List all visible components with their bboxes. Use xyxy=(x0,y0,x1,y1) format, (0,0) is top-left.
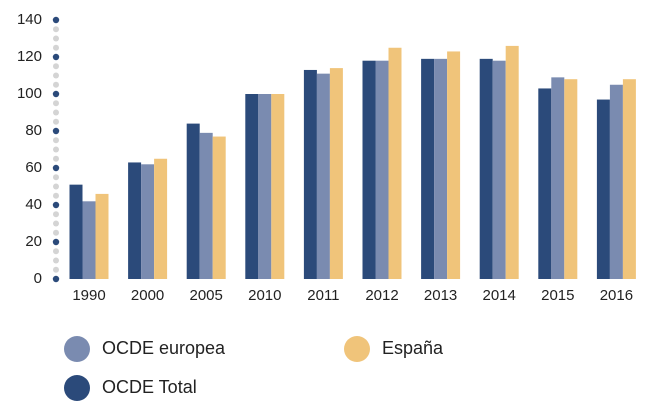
x-tick-label: 1990 xyxy=(72,287,105,304)
bar xyxy=(212,136,226,279)
x-tick-label: 2016 xyxy=(600,287,633,304)
bar xyxy=(199,132,213,279)
axis-dot xyxy=(53,118,59,125)
y-tick-mark xyxy=(52,201,60,209)
x-tick-label: 2013 xyxy=(424,287,457,304)
legend-label: OCDE europea xyxy=(102,338,226,358)
y-tick-mark xyxy=(52,164,60,172)
y-tick-mark xyxy=(52,127,60,135)
y-tick-mark xyxy=(52,275,60,283)
legend-swatch xyxy=(64,336,90,362)
y-tick-label: 60 xyxy=(25,159,42,176)
axis-dot xyxy=(53,183,59,190)
legend-label: España xyxy=(382,338,444,358)
legend-swatch xyxy=(64,375,90,401)
bar xyxy=(154,158,168,279)
x-tick-label: 2011 xyxy=(307,287,339,304)
axis-dot xyxy=(53,109,59,116)
bar xyxy=(271,94,285,279)
y-tick-mark xyxy=(52,238,60,246)
axis-dot xyxy=(53,146,59,153)
axis-dot xyxy=(53,100,59,107)
y-tick-mark xyxy=(52,16,60,24)
axis-dot xyxy=(53,229,59,236)
bar xyxy=(316,73,330,280)
bar xyxy=(362,60,376,280)
y-tick-label: 120 xyxy=(17,48,42,65)
bar xyxy=(128,162,142,279)
axis-dot xyxy=(53,257,59,264)
axis-dot xyxy=(53,192,59,199)
x-tick-label: 2010 xyxy=(248,287,281,304)
axis-dot xyxy=(53,72,59,79)
bar xyxy=(186,123,200,279)
bar xyxy=(564,79,578,279)
bar xyxy=(82,201,96,279)
bar xyxy=(505,45,519,280)
bar xyxy=(447,51,461,280)
bar xyxy=(551,77,565,279)
bar xyxy=(596,99,610,279)
axis-dot xyxy=(53,248,59,255)
y-tick-label: 0 xyxy=(34,270,42,287)
bar xyxy=(622,79,636,279)
x-tick-label: 2015 xyxy=(541,287,574,304)
y-tick-label: 140 xyxy=(17,11,42,28)
x-tick-label: 2000 xyxy=(131,287,164,304)
axis-dot xyxy=(53,220,59,227)
legend-label: OCDE Total xyxy=(102,377,197,397)
bar xyxy=(141,164,155,279)
x-tick-label: 2012 xyxy=(365,287,398,304)
axis-dot xyxy=(53,26,59,33)
y-tick-label: 100 xyxy=(17,85,42,102)
bar xyxy=(69,184,83,279)
axis-dot xyxy=(53,266,59,273)
bar xyxy=(375,60,389,280)
axis-dot xyxy=(53,155,59,162)
axis-dot xyxy=(53,137,59,144)
bar xyxy=(609,84,623,279)
axis-dot xyxy=(53,35,59,42)
bar xyxy=(245,94,259,279)
axis-dot xyxy=(53,174,59,181)
axis-dot xyxy=(53,63,59,70)
axis-dot xyxy=(53,81,59,88)
bar xyxy=(421,58,435,279)
x-tick-label: 2005 xyxy=(190,287,223,304)
bar xyxy=(303,69,317,279)
y-tick-mark xyxy=(52,90,60,98)
bar xyxy=(492,60,506,280)
bar xyxy=(95,193,109,279)
bar xyxy=(479,58,493,279)
bar xyxy=(258,94,272,279)
y-tick-label: 80 xyxy=(25,122,42,139)
bar xyxy=(538,88,552,279)
y-tick-label: 40 xyxy=(25,196,42,213)
bar xyxy=(388,47,402,279)
legend-swatch xyxy=(344,336,370,362)
x-tick-label: 2014 xyxy=(483,287,516,304)
y-tick-label: 20 xyxy=(25,233,42,250)
axis-dot xyxy=(53,44,59,51)
bar xyxy=(329,68,343,279)
y-tick-mark xyxy=(52,53,60,61)
axis-dot xyxy=(53,211,59,218)
bar xyxy=(434,58,448,279)
